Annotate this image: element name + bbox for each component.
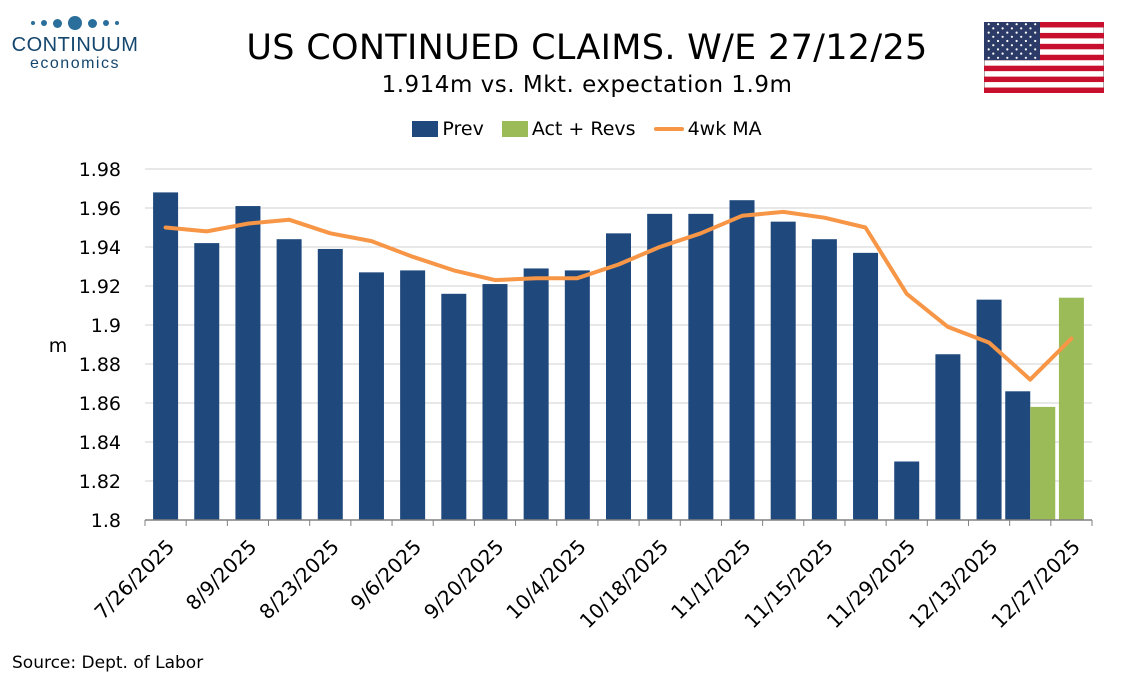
ma-point [658, 245, 662, 249]
chart-title: US CONTINUED CLAIMS. W/E 27/12/25 [246, 28, 928, 68]
x-tick-label: 10/18/2025 [575, 535, 673, 633]
legend-item-ma: 4wk MA [653, 118, 762, 140]
ma-point [617, 263, 620, 267]
y-tick-label: 1.86 [79, 393, 121, 415]
y-tick-label: 1.96 [79, 198, 121, 220]
x-tick-label: 12/27/2025 [986, 535, 1084, 633]
y-tick-label: 1.88 [79, 354, 121, 376]
y-tick-label: 1.9 [91, 315, 121, 337]
logo: CONTINUUM economics [10, 14, 140, 72]
legend-swatch-ma [653, 127, 684, 131]
y-tick-label: 1.84 [79, 432, 121, 454]
ma-point [699, 231, 703, 235]
bar-prev [688, 213, 714, 520]
ma-point [493, 278, 497, 282]
x-tick-label: 8/23/2025 [254, 535, 343, 624]
bar-prev [976, 299, 1002, 520]
us-flag-icon [984, 22, 1104, 93]
ma-point [411, 255, 415, 259]
ma-point [740, 214, 744, 218]
ma-point [987, 341, 991, 345]
bar-prev [606, 233, 631, 520]
legend-label-act: Act + Revs [531, 118, 636, 140]
legend-item-prev: Prev [412, 118, 484, 140]
ma-point [287, 218, 291, 222]
y-tick-label: 1.92 [79, 276, 121, 298]
bar-prev [853, 252, 879, 520]
bar-prev [235, 206, 261, 521]
bar-prev [523, 268, 549, 520]
bar-prev [770, 221, 796, 520]
y-axis-label: m [49, 335, 68, 357]
ma-point [534, 276, 538, 280]
bar-prev [441, 293, 467, 520]
bar-prev [194, 243, 220, 520]
x-tick-label: 9/20/2025 [419, 535, 508, 624]
bar-act [1058, 297, 1084, 520]
bar-prev [358, 272, 384, 520]
bar-prev [400, 270, 426, 520]
x-tick-label: 9/6/2025 [346, 535, 426, 615]
bar-prev [564, 270, 590, 520]
bar-prev [894, 461, 920, 520]
ma-point [164, 226, 168, 229]
y-tick-label: 1.94 [79, 237, 121, 259]
chart-legend: Prev Act + Revs 4wk MA [0, 118, 1134, 140]
ma-point [781, 210, 785, 214]
bar-prev [729, 200, 755, 520]
x-tick-label: 11/1/2025 [666, 535, 755, 624]
chart-subtitle: 1.914m vs. Mkt. expectation 1.9m [381, 72, 793, 98]
bar-prev [276, 239, 302, 520]
ma-point [946, 325, 950, 329]
ma-point [452, 268, 456, 272]
x-tick-label: 10/4/2025 [501, 535, 590, 624]
bar-prev [811, 239, 837, 520]
bar-prev [482, 284, 508, 520]
bar-prev [935, 354, 961, 520]
ma-point [905, 292, 909, 296]
bar-act [1030, 406, 1056, 520]
ma-point [1028, 378, 1032, 382]
ma-point [1069, 337, 1073, 341]
legend-swatch-prev [412, 121, 439, 137]
ma-point [822, 216, 826, 220]
source-note: Source: Dept. of Labor [12, 653, 204, 673]
logo-tagline: economics [30, 55, 120, 72]
bar-prev [1005, 391, 1031, 520]
ma-point [864, 226, 868, 229]
bar-prev [317, 248, 343, 520]
bar-prev [647, 213, 673, 520]
ma-point [328, 231, 332, 235]
legend-item-act: Act + Revs [501, 118, 636, 140]
y-tick-label: 1.82 [79, 471, 121, 493]
y-tick-label: 1.98 [79, 159, 121, 181]
ma-point [369, 239, 373, 243]
x-tick-label: 8/9/2025 [181, 535, 261, 615]
legend-label-prev: Prev [442, 118, 484, 140]
x-tick-label: 7/26/2025 [90, 535, 179, 624]
bar-prev [153, 192, 179, 520]
logo-dots [10, 14, 140, 32]
ma-point [246, 222, 250, 226]
logo-wordmark: CONTINUUM [11, 34, 139, 56]
legend-swatch-act [501, 121, 528, 137]
ma-point [205, 229, 209, 233]
y-tick-label: 1.8 [91, 510, 121, 532]
legend-label-ma: 4wk MA [687, 118, 762, 140]
ma-point [575, 276, 579, 280]
